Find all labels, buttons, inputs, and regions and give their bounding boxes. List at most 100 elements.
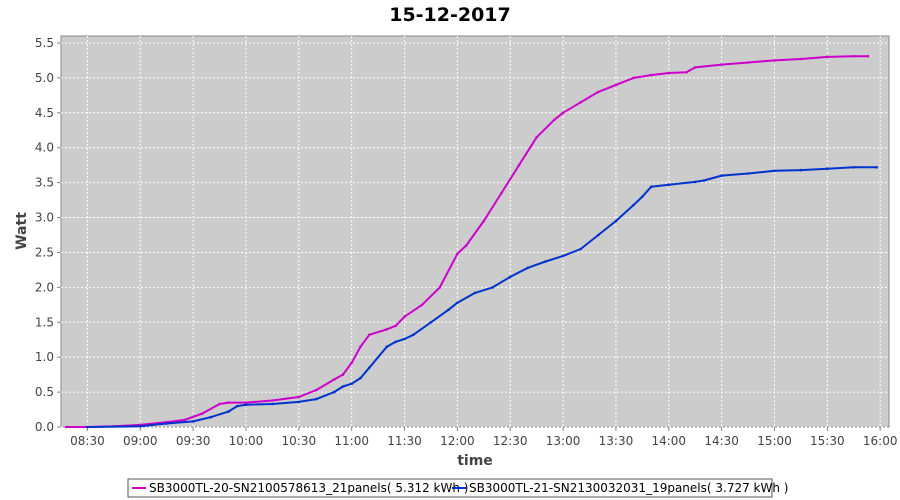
series-1-point xyxy=(517,163,521,167)
x-tick-label: 09:00 xyxy=(123,434,158,448)
series-1-point xyxy=(394,324,398,328)
legend-label-1: SB3000TL-20-SN2100578613_21panels( 5.312… xyxy=(149,481,468,495)
series-2-point xyxy=(875,166,878,169)
series-1-point xyxy=(420,303,424,307)
y-tick-label: 5.5 xyxy=(35,36,54,50)
series-1-point xyxy=(649,73,653,77)
y-tick-label: 3.0 xyxy=(35,211,54,225)
chart-title: 15-12-2017 xyxy=(389,4,511,26)
series-2-point xyxy=(702,179,706,182)
series-1-point xyxy=(350,361,354,365)
series-1-point xyxy=(403,315,406,319)
series-1-point xyxy=(826,55,829,59)
x-axis-title: time xyxy=(457,453,493,469)
x-axis-ticks: 08:30 09:00 09:30 10:00 10:30 11:00 11:30 12:00… xyxy=(70,427,897,448)
series-2-point xyxy=(720,174,723,177)
series-1-point xyxy=(561,111,565,115)
series-2-point xyxy=(412,333,415,337)
series-1-point xyxy=(368,333,371,337)
series-1-point xyxy=(579,101,582,104)
series-1-point xyxy=(385,328,389,331)
legend-box xyxy=(127,478,773,498)
series-1-point xyxy=(685,71,688,74)
series-2-point xyxy=(429,321,433,324)
series-1-point xyxy=(271,399,274,402)
y-axis-title: Watt xyxy=(14,212,30,250)
series-2-point xyxy=(359,376,362,380)
x-tick-label: 09:30 xyxy=(176,434,211,448)
series-1-point xyxy=(464,244,468,247)
series-2-point xyxy=(852,166,856,169)
series-1-point xyxy=(693,66,697,69)
series-1-point xyxy=(315,388,318,392)
series-2-point xyxy=(579,247,582,251)
series-2-point xyxy=(773,169,776,173)
series-2-point xyxy=(561,254,565,258)
series-2-point xyxy=(597,233,600,237)
x-tick-label: 13:30 xyxy=(599,434,634,448)
series-2-point xyxy=(209,415,212,419)
legend: SB3000TL-20-SN2100578613_21panels( 5.312… xyxy=(127,478,788,498)
series-2-point xyxy=(456,301,459,305)
series-1-point xyxy=(200,412,204,416)
series-2-point xyxy=(526,266,530,270)
series-line-1 xyxy=(66,55,868,428)
series-1-point xyxy=(297,395,301,399)
series-2-point xyxy=(491,286,494,289)
series-1-point xyxy=(482,219,486,223)
y-tick-label: 4.0 xyxy=(35,141,54,155)
series-1-point xyxy=(866,54,870,58)
series-1-point xyxy=(667,71,671,75)
series-1-point xyxy=(438,286,442,289)
series-1-point xyxy=(746,61,750,64)
y-tick-label: 4.5 xyxy=(35,106,54,120)
series-2-point xyxy=(271,402,274,406)
series-1-point xyxy=(456,252,459,256)
x-tick-label: 12:30 xyxy=(493,434,528,448)
grid-lines xyxy=(61,36,889,428)
series-1-point xyxy=(553,118,556,122)
series-1-point xyxy=(597,90,600,94)
series-2-point xyxy=(350,382,354,386)
series-2-point xyxy=(86,425,89,429)
series-2-point xyxy=(447,308,450,312)
x-tick-label: 08:30 xyxy=(70,434,105,448)
series-1-point xyxy=(183,418,186,422)
y-tick-label: 2.5 xyxy=(35,245,54,259)
legend-label-2: SB3000TL-21-SN2130032031_19panels( 3.727… xyxy=(469,481,788,495)
series-2-point xyxy=(649,185,653,189)
series-1-point xyxy=(359,345,362,349)
series-2-point xyxy=(244,403,248,407)
plot-area xyxy=(60,35,890,428)
series-2-point xyxy=(641,195,644,198)
series-layer xyxy=(65,54,878,429)
series-2-point xyxy=(473,291,477,295)
x-tick-label: 16:00 xyxy=(863,434,898,448)
y-tick-label: 2.0 xyxy=(35,280,54,294)
series-2-point xyxy=(799,168,803,172)
x-tick-label: 14:30 xyxy=(704,434,739,448)
series-1-point xyxy=(632,76,635,80)
series-1-point xyxy=(65,425,68,429)
y-tick-label: 5.0 xyxy=(35,71,54,85)
x-tick-label: 10:30 xyxy=(282,434,317,448)
x-tick-label: 13:00 xyxy=(546,434,581,448)
y-tick-label: 1.5 xyxy=(35,315,54,329)
x-tick-label: 11:00 xyxy=(334,434,369,448)
series-1-point xyxy=(773,59,776,62)
series-1-point xyxy=(799,57,803,61)
series-2-point xyxy=(693,180,697,184)
series-1-point xyxy=(341,373,345,376)
series-2-point xyxy=(297,400,301,404)
series-2-point xyxy=(614,219,618,223)
series-2-point xyxy=(508,275,512,279)
y-tick-label: 0.5 xyxy=(35,385,54,399)
series-2-point xyxy=(667,183,671,186)
x-tick-label: 12:00 xyxy=(440,434,475,448)
x-tick-label: 15:30 xyxy=(810,434,845,448)
series-2-point xyxy=(341,385,345,388)
y-axis-ticks: 0.0 0.5 1.0 1.5 2.0 2.5 3.0 3.5 4.0 4.5 5.0 5.5 xyxy=(35,36,61,434)
series-2-point xyxy=(403,337,406,341)
y-tick-label: 3.5 xyxy=(35,176,54,190)
